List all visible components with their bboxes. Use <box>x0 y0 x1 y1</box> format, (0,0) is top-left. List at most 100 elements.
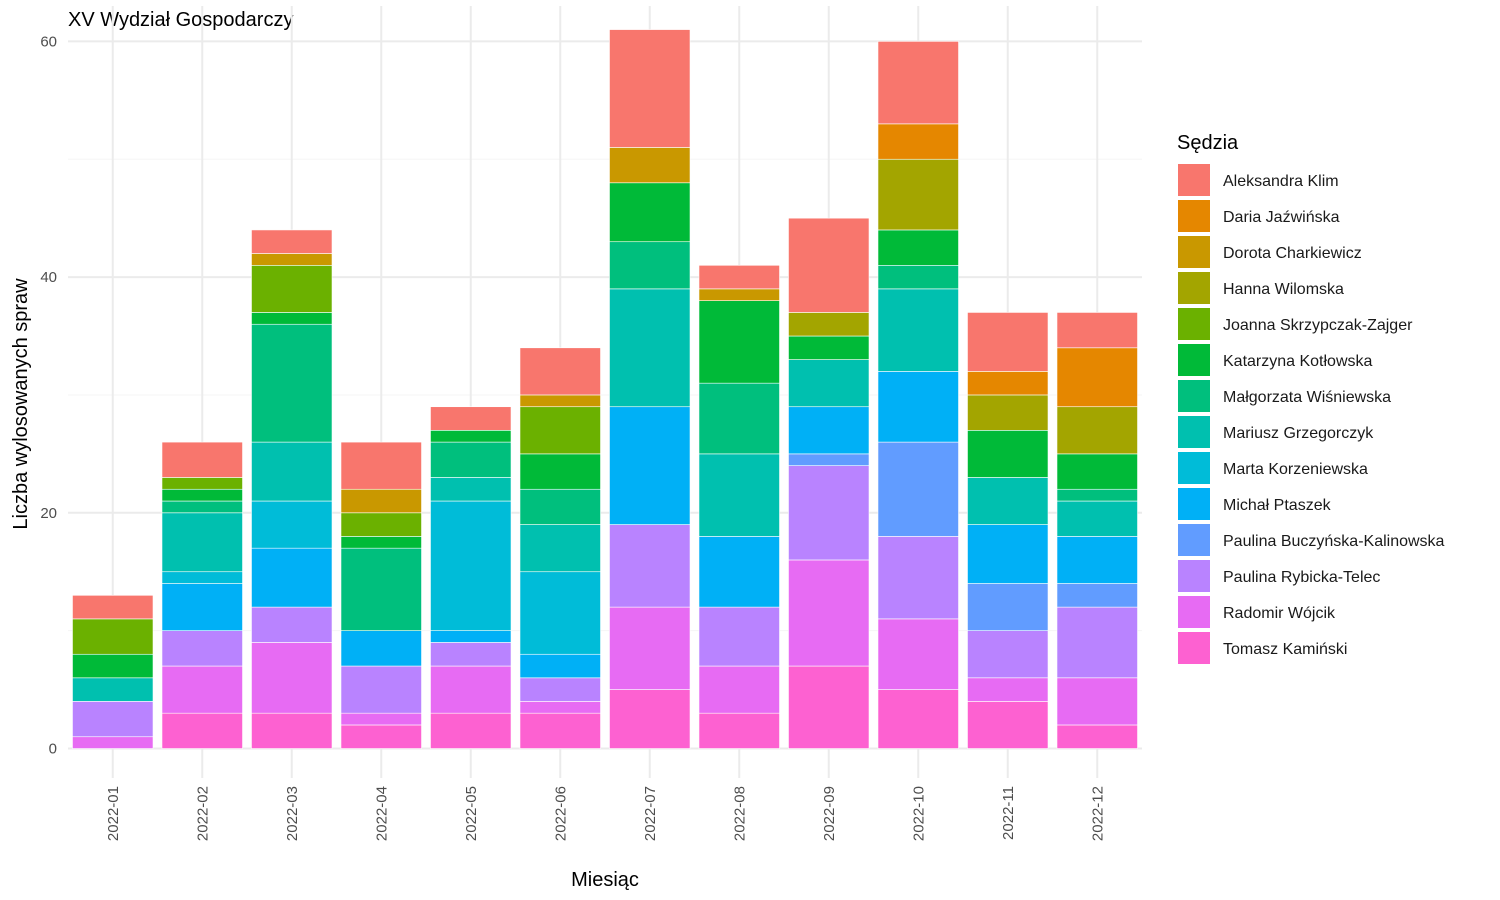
bar-segment <box>1056 500 1138 537</box>
bar-segment <box>698 536 780 608</box>
bar-segment <box>251 606 333 643</box>
x-tick-label: 2022-10 <box>910 786 927 841</box>
bar-segment <box>698 712 780 749</box>
bar-segment <box>161 571 243 584</box>
bar-segment <box>788 359 870 408</box>
bar-segment <box>72 595 154 620</box>
x-tick-label: 2022-04 <box>373 786 390 841</box>
legend-label: Radomir Wójcik <box>1223 605 1336 622</box>
legend-swatch <box>1178 380 1210 412</box>
bar-segment <box>609 406 691 525</box>
bar-segment <box>72 618 154 655</box>
bar-segment <box>340 712 422 726</box>
bar-segment <box>877 41 959 125</box>
legend: Sędzia Aleksandra Klim Daria Jaźwińska Dor… <box>1177 132 1445 664</box>
bar-segment <box>251 712 333 749</box>
bar-segment <box>1056 406 1138 455</box>
legend-title: Sędzia <box>1177 132 1239 154</box>
bar-segment <box>430 712 512 749</box>
x-axis: 2022-01 2022-02 2022-03 2022-04 2022-05 2022-… <box>105 786 1107 841</box>
bar-segment <box>698 606 780 667</box>
bar-segment <box>72 653 154 679</box>
legend-swatch <box>1178 200 1210 232</box>
legend-label: Tomasz Kamiński <box>1223 641 1347 658</box>
x-tick-label: 2022-05 <box>463 786 480 841</box>
bar-segment <box>430 430 512 443</box>
legend-label: Dorota Charkiewicz <box>1223 245 1362 262</box>
legend-swatch <box>1178 452 1210 484</box>
bar-segment <box>519 677 601 702</box>
bar-segment <box>1056 488 1138 502</box>
bar-segment <box>967 430 1049 478</box>
bar-segment <box>251 642 333 714</box>
bar-segment <box>430 477 512 502</box>
bar-segment <box>609 241 691 290</box>
bar-segment <box>877 618 959 690</box>
bar-segment <box>340 724 422 749</box>
bar-segment <box>698 300 780 384</box>
bar-segment <box>877 536 959 620</box>
bar-segment <box>161 500 243 514</box>
x-tick-label: 2022-01 <box>105 786 122 841</box>
bar-segment <box>1056 724 1138 749</box>
bar-segment <box>609 606 691 690</box>
bar-segment <box>251 441 333 502</box>
bar-segment <box>519 701 601 714</box>
bar-segment <box>519 488 601 525</box>
legend-label: Mariusz Grzegorczyk <box>1223 425 1374 442</box>
bar-segment <box>340 665 422 714</box>
bar-segment <box>430 665 512 714</box>
legend-label: Hanna Wilomska <box>1223 281 1344 298</box>
bar-segment <box>340 488 422 514</box>
bar-segment <box>161 665 243 714</box>
bar-segment <box>161 583 243 631</box>
bar-segment <box>519 347 601 396</box>
bar-segment <box>609 182 691 243</box>
y-axis-title: Liczba wylosowanych spraw <box>10 278 32 530</box>
bar-segment <box>877 441 959 537</box>
x-tick-label: 2022-07 <box>642 786 659 841</box>
bar-segment <box>1056 312 1138 349</box>
legend-label: Joanna Skrzypczak-Zajger <box>1223 317 1413 334</box>
legend-swatch <box>1178 596 1210 628</box>
x-tick-label: 2022-02 <box>194 786 211 841</box>
legend-label: Katarzyna Kotłowska <box>1223 353 1373 370</box>
bar-segment <box>519 406 601 455</box>
bar-segment <box>340 441 422 490</box>
bars <box>72 29 1138 749</box>
legend-swatch <box>1178 488 1210 520</box>
legend-label: Małgorzata Wiśniewska <box>1223 389 1391 406</box>
bar-segment <box>161 712 243 749</box>
bar-segment <box>967 524 1049 584</box>
bar-segment <box>609 689 691 749</box>
bar-segment <box>340 536 422 549</box>
bar-segment <box>877 264 959 290</box>
bar-segment <box>430 642 512 667</box>
bar-segment <box>967 477 1049 525</box>
bar-segment <box>340 512 422 537</box>
y-axis: 0 20 40 60 <box>40 33 57 757</box>
bar-segment <box>251 264 333 313</box>
legend-label: Aleksandra Klim <box>1223 173 1339 190</box>
bar-segment <box>609 147 691 184</box>
bar-segment <box>609 288 691 408</box>
bar-segment <box>430 500 512 631</box>
bar-segment <box>967 312 1049 372</box>
bar-segment <box>251 500 333 549</box>
bar-segment <box>72 701 154 738</box>
y-tick-label: 20 <box>40 505 57 522</box>
bar-segment <box>877 288 959 372</box>
bar-segment <box>877 229 959 266</box>
bar-segment <box>161 488 243 502</box>
x-tick-label: 2022-09 <box>821 786 838 841</box>
bar-segment <box>967 371 1049 396</box>
bar-segment <box>161 477 243 490</box>
bar-segment <box>609 524 691 608</box>
bar-segment <box>519 524 601 573</box>
bar-segment <box>788 559 870 667</box>
x-tick-label: 2022-06 <box>552 786 569 841</box>
bar-segment <box>430 406 512 431</box>
bar-segment <box>967 394 1049 431</box>
y-tick-label: 60 <box>40 33 57 50</box>
bar-segment <box>698 665 780 714</box>
